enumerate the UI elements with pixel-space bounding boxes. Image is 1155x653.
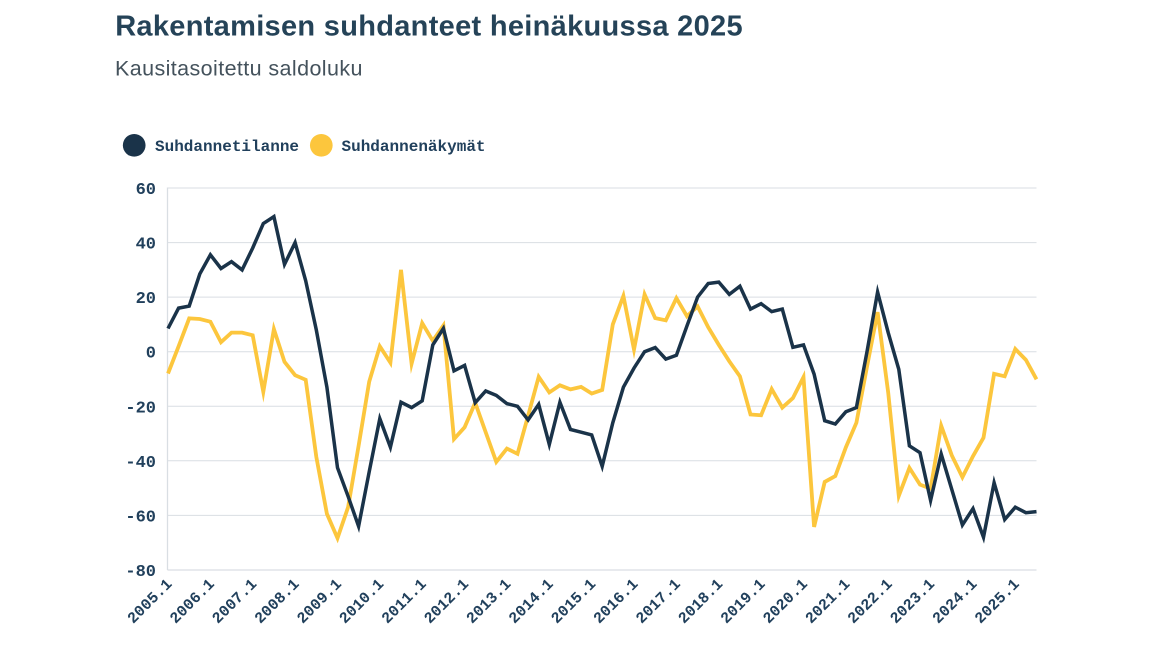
svg-text:-60: -60 [125, 508, 156, 527]
svg-text:Rakentamisen suhdanteet heinäk: Rakentamisen suhdanteet heinäkuussa 2025 [115, 10, 743, 42]
svg-text:20: 20 [136, 290, 156, 309]
svg-text:Kausitasoitettu saldoluku: Kausitasoitettu saldoluku [115, 57, 363, 81]
svg-text:40: 40 [136, 236, 156, 255]
svg-text:Suhdannetilanne: Suhdannetilanne [155, 138, 299, 156]
svg-text:-80: -80 [125, 563, 156, 582]
svg-text:-40: -40 [125, 454, 156, 473]
svg-text:0: 0 [146, 345, 156, 364]
svg-text:-20: -20 [125, 399, 156, 418]
svg-text:Suhdannenäkymät: Suhdannenäkymät [342, 138, 486, 156]
svg-text:60: 60 [136, 181, 156, 200]
